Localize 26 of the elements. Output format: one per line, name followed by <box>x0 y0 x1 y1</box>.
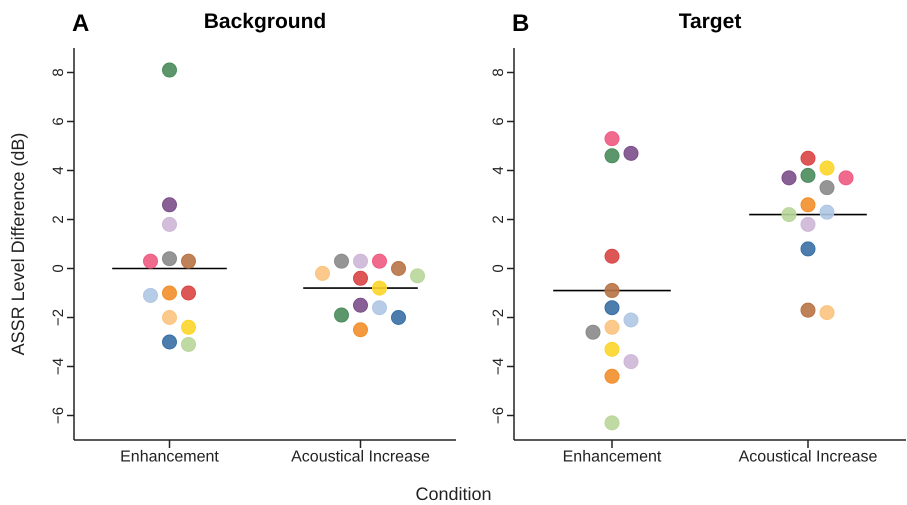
y-tick-label: −6 <box>490 406 507 424</box>
text: A <box>72 10 90 38</box>
x-tick-label: Acoustical Increase <box>738 448 878 466</box>
y-tick-label: 2 <box>50 215 67 224</box>
x-axis-title: Condition <box>414 484 493 505</box>
y-tick-label: −4 <box>50 358 67 376</box>
x-tick-label: Enhancement <box>120 448 220 466</box>
y-tick-label: 0 <box>490 264 507 273</box>
y-tick-label: −4 <box>490 358 507 376</box>
chart-title: Target <box>678 10 742 33</box>
y-tick-label: 2 <box>490 215 507 224</box>
chart-title: Background <box>204 10 326 33</box>
y-tick-label: 0 <box>50 264 67 273</box>
y-tick-label: 6 <box>50 117 67 126</box>
y-tick-label: 8 <box>490 68 507 77</box>
y-tick-label: 6 <box>490 117 507 126</box>
y-tick-label: 8 <box>50 68 67 77</box>
x-tick-label: Enhancement <box>562 448 662 466</box>
y-axis-title: ASSR Level Difference (dB) <box>8 132 28 356</box>
text: B <box>512 10 530 38</box>
y-tick-label: 4 <box>50 166 67 175</box>
x-tick-label: Acoustical Increase <box>291 448 430 466</box>
y-tick-label: −2 <box>490 308 507 326</box>
y-tick-label: −2 <box>50 308 67 326</box>
y-tick-label: −6 <box>50 406 67 424</box>
y-tick-label: 4 <box>490 166 507 175</box>
